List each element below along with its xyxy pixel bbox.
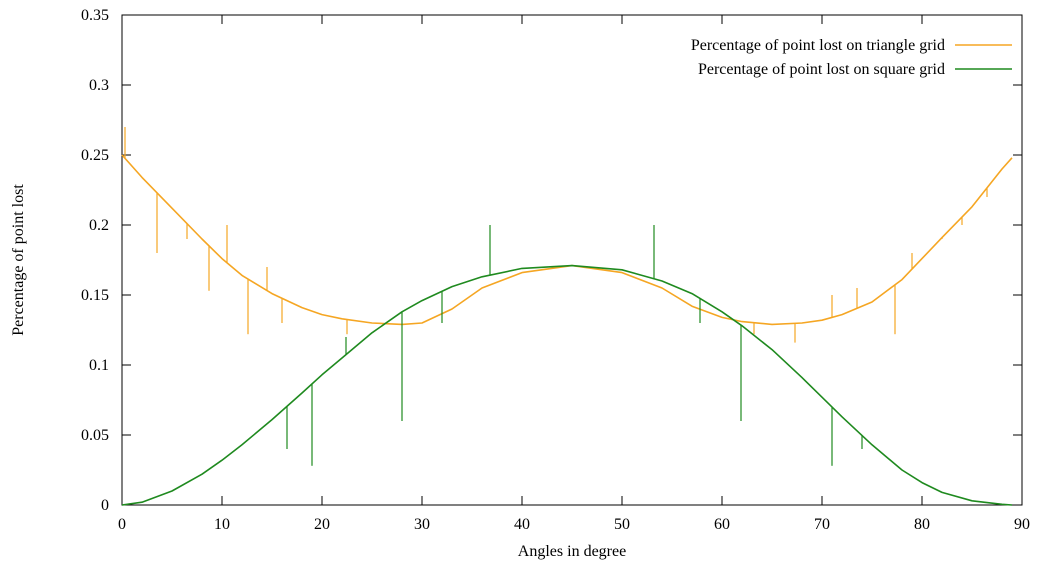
x-axis-title: Angles in degree <box>518 543 626 560</box>
series-line <box>121 154 1013 326</box>
y-axis: 0 0.05 0.1 0.15 0.2 0.25 0.3 0.35 <box>81 7 1022 514</box>
x-tick-label: 90 <box>1014 516 1030 533</box>
x-tick-label: 30 <box>414 516 430 533</box>
x-tick-label: 20 <box>314 516 330 533</box>
legend-label: Percentage of point lost on triangle gri… <box>691 37 945 54</box>
y-tick-label: 0.1 <box>89 357 109 374</box>
legend-label: Percentage of point lost on square grid <box>698 61 945 78</box>
y-tick-label: 0.05 <box>81 427 109 444</box>
y-tick-label: 0.35 <box>81 7 109 24</box>
plot-border <box>121 14 1023 506</box>
series-line <box>121 264 1013 506</box>
y-tick-label: 0 <box>101 497 109 514</box>
x-tick-label: 40 <box>514 516 530 533</box>
x-tick-label: 60 <box>714 516 730 533</box>
series-1 <box>121 127 1013 343</box>
legend: Percentage of point lost on triangle gri… <box>691 37 1012 78</box>
y-axis-title: Percentage of point lost <box>10 184 27 336</box>
x-tick-label: 10 <box>214 516 230 533</box>
series-layer <box>121 127 1013 506</box>
x-tick-label: 50 <box>614 516 630 533</box>
x-tick-label: 80 <box>914 516 930 533</box>
y-tick-label: 0.15 <box>81 287 109 304</box>
series-2 <box>121 225 1013 506</box>
y-tick-label: 0.2 <box>89 217 109 234</box>
y-tick-label: 0.25 <box>81 147 109 164</box>
plot-area <box>121 14 1023 506</box>
x-tick-label: 70 <box>814 516 830 533</box>
y-tick-label: 0.3 <box>89 77 109 94</box>
x-axis: 0 10 20 30 40 50 60 70 80 90 <box>118 15 1030 533</box>
x-tick-label: 0 <box>118 516 126 533</box>
